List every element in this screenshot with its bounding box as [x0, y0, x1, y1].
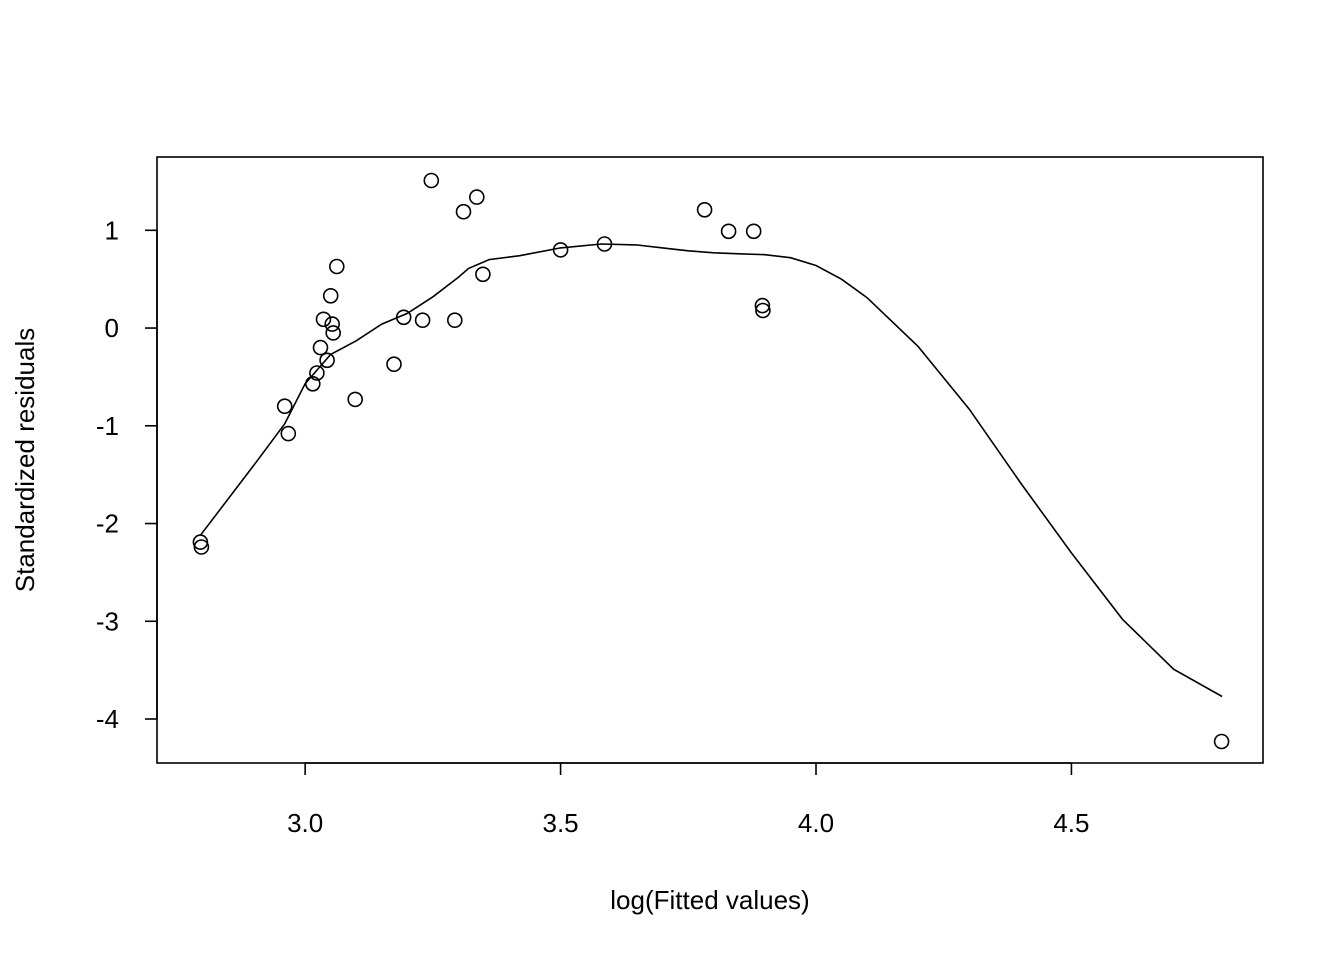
- data-point: [312, 339, 329, 356]
- x-tick-label: 3.0: [287, 808, 323, 838]
- data-point: [446, 312, 463, 329]
- data-point: [552, 242, 569, 258]
- data-point: [276, 398, 293, 415]
- data-point: [1213, 733, 1230, 750]
- data-point: [328, 258, 345, 275]
- x-tick-label: 4.0: [798, 808, 834, 838]
- y-tick-label: -1: [96, 411, 119, 441]
- y-axis: -4 -3 -2 -1 0 1: [96, 215, 158, 734]
- data-point: [395, 309, 412, 326]
- y-tick-label: -2: [96, 509, 119, 539]
- data-point: [455, 203, 472, 220]
- data-point: [304, 375, 321, 392]
- data-point: [755, 302, 771, 319]
- y-tick-label: 0: [105, 313, 119, 343]
- smooth-line: [199, 243, 1223, 698]
- y-tick-label: -4: [96, 704, 119, 734]
- x-axis: 3.0 3.5 4.0 4.5: [287, 762, 1090, 838]
- data-point: [475, 266, 491, 283]
- data-point: [720, 223, 737, 240]
- data-point: [193, 539, 210, 555]
- x-tick-label: 3.5: [542, 808, 578, 838]
- data-point: [596, 236, 613, 252]
- y-axis-label: Standardized residuals: [10, 328, 40, 593]
- data-point: [280, 425, 297, 442]
- data-point: [315, 311, 332, 328]
- plot-frame: [156, 156, 1264, 764]
- y-tick-label: 1: [105, 215, 119, 245]
- data-point: [324, 316, 341, 332]
- x-tick-label: 4.5: [1053, 808, 1089, 838]
- y-tick-label: -3: [96, 606, 119, 636]
- data-point: [322, 287, 339, 304]
- data-point: [468, 189, 485, 205]
- data-point: [347, 391, 364, 408]
- data-point: [386, 356, 402, 373]
- x-axis-label: log(Fitted values): [610, 885, 809, 915]
- data-point: [319, 352, 335, 369]
- data-point: [423, 172, 440, 189]
- data-point: [754, 297, 771, 314]
- data-point: [696, 202, 713, 218]
- data-point: [745, 223, 762, 240]
- data-point: [325, 325, 342, 341]
- data-point: [414, 312, 431, 329]
- data-points: [192, 172, 1230, 750]
- data-point: [309, 365, 325, 381]
